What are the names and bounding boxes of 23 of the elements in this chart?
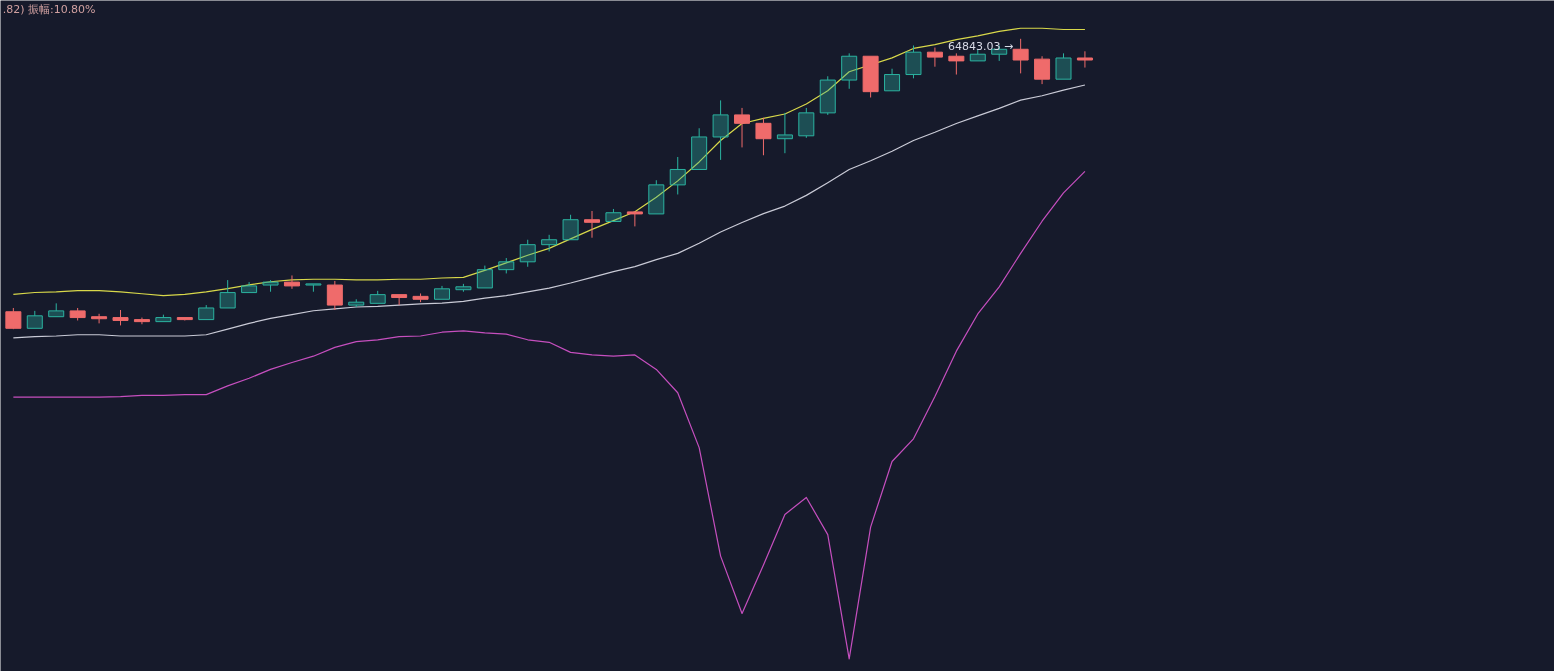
candlestick	[669, 156, 686, 195]
candlestick	[348, 298, 365, 308]
candlestick	[584, 210, 601, 239]
candlestick	[91, 313, 108, 324]
candlestick	[519, 239, 536, 268]
annotation: 64843.03 →	[947, 40, 1014, 54]
candlestick	[1076, 50, 1093, 69]
candlestick	[798, 107, 815, 139]
candlestick	[262, 279, 279, 293]
candlestick	[133, 317, 150, 325]
candlestick	[819, 75, 836, 116]
text: .82) 振幅:10.80%	[2, 2, 96, 16]
candlestick	[712, 99, 729, 161]
candlestick	[1034, 55, 1051, 85]
candlestick	[776, 112, 793, 154]
candlestick	[455, 283, 472, 293]
candlestick	[283, 274, 300, 290]
candlestick	[926, 47, 943, 68]
candlestick	[541, 234, 558, 252]
candlestick	[948, 52, 965, 76]
candlestick	[734, 107, 751, 148]
candlestick	[841, 52, 858, 90]
candlestick	[1012, 38, 1029, 74]
